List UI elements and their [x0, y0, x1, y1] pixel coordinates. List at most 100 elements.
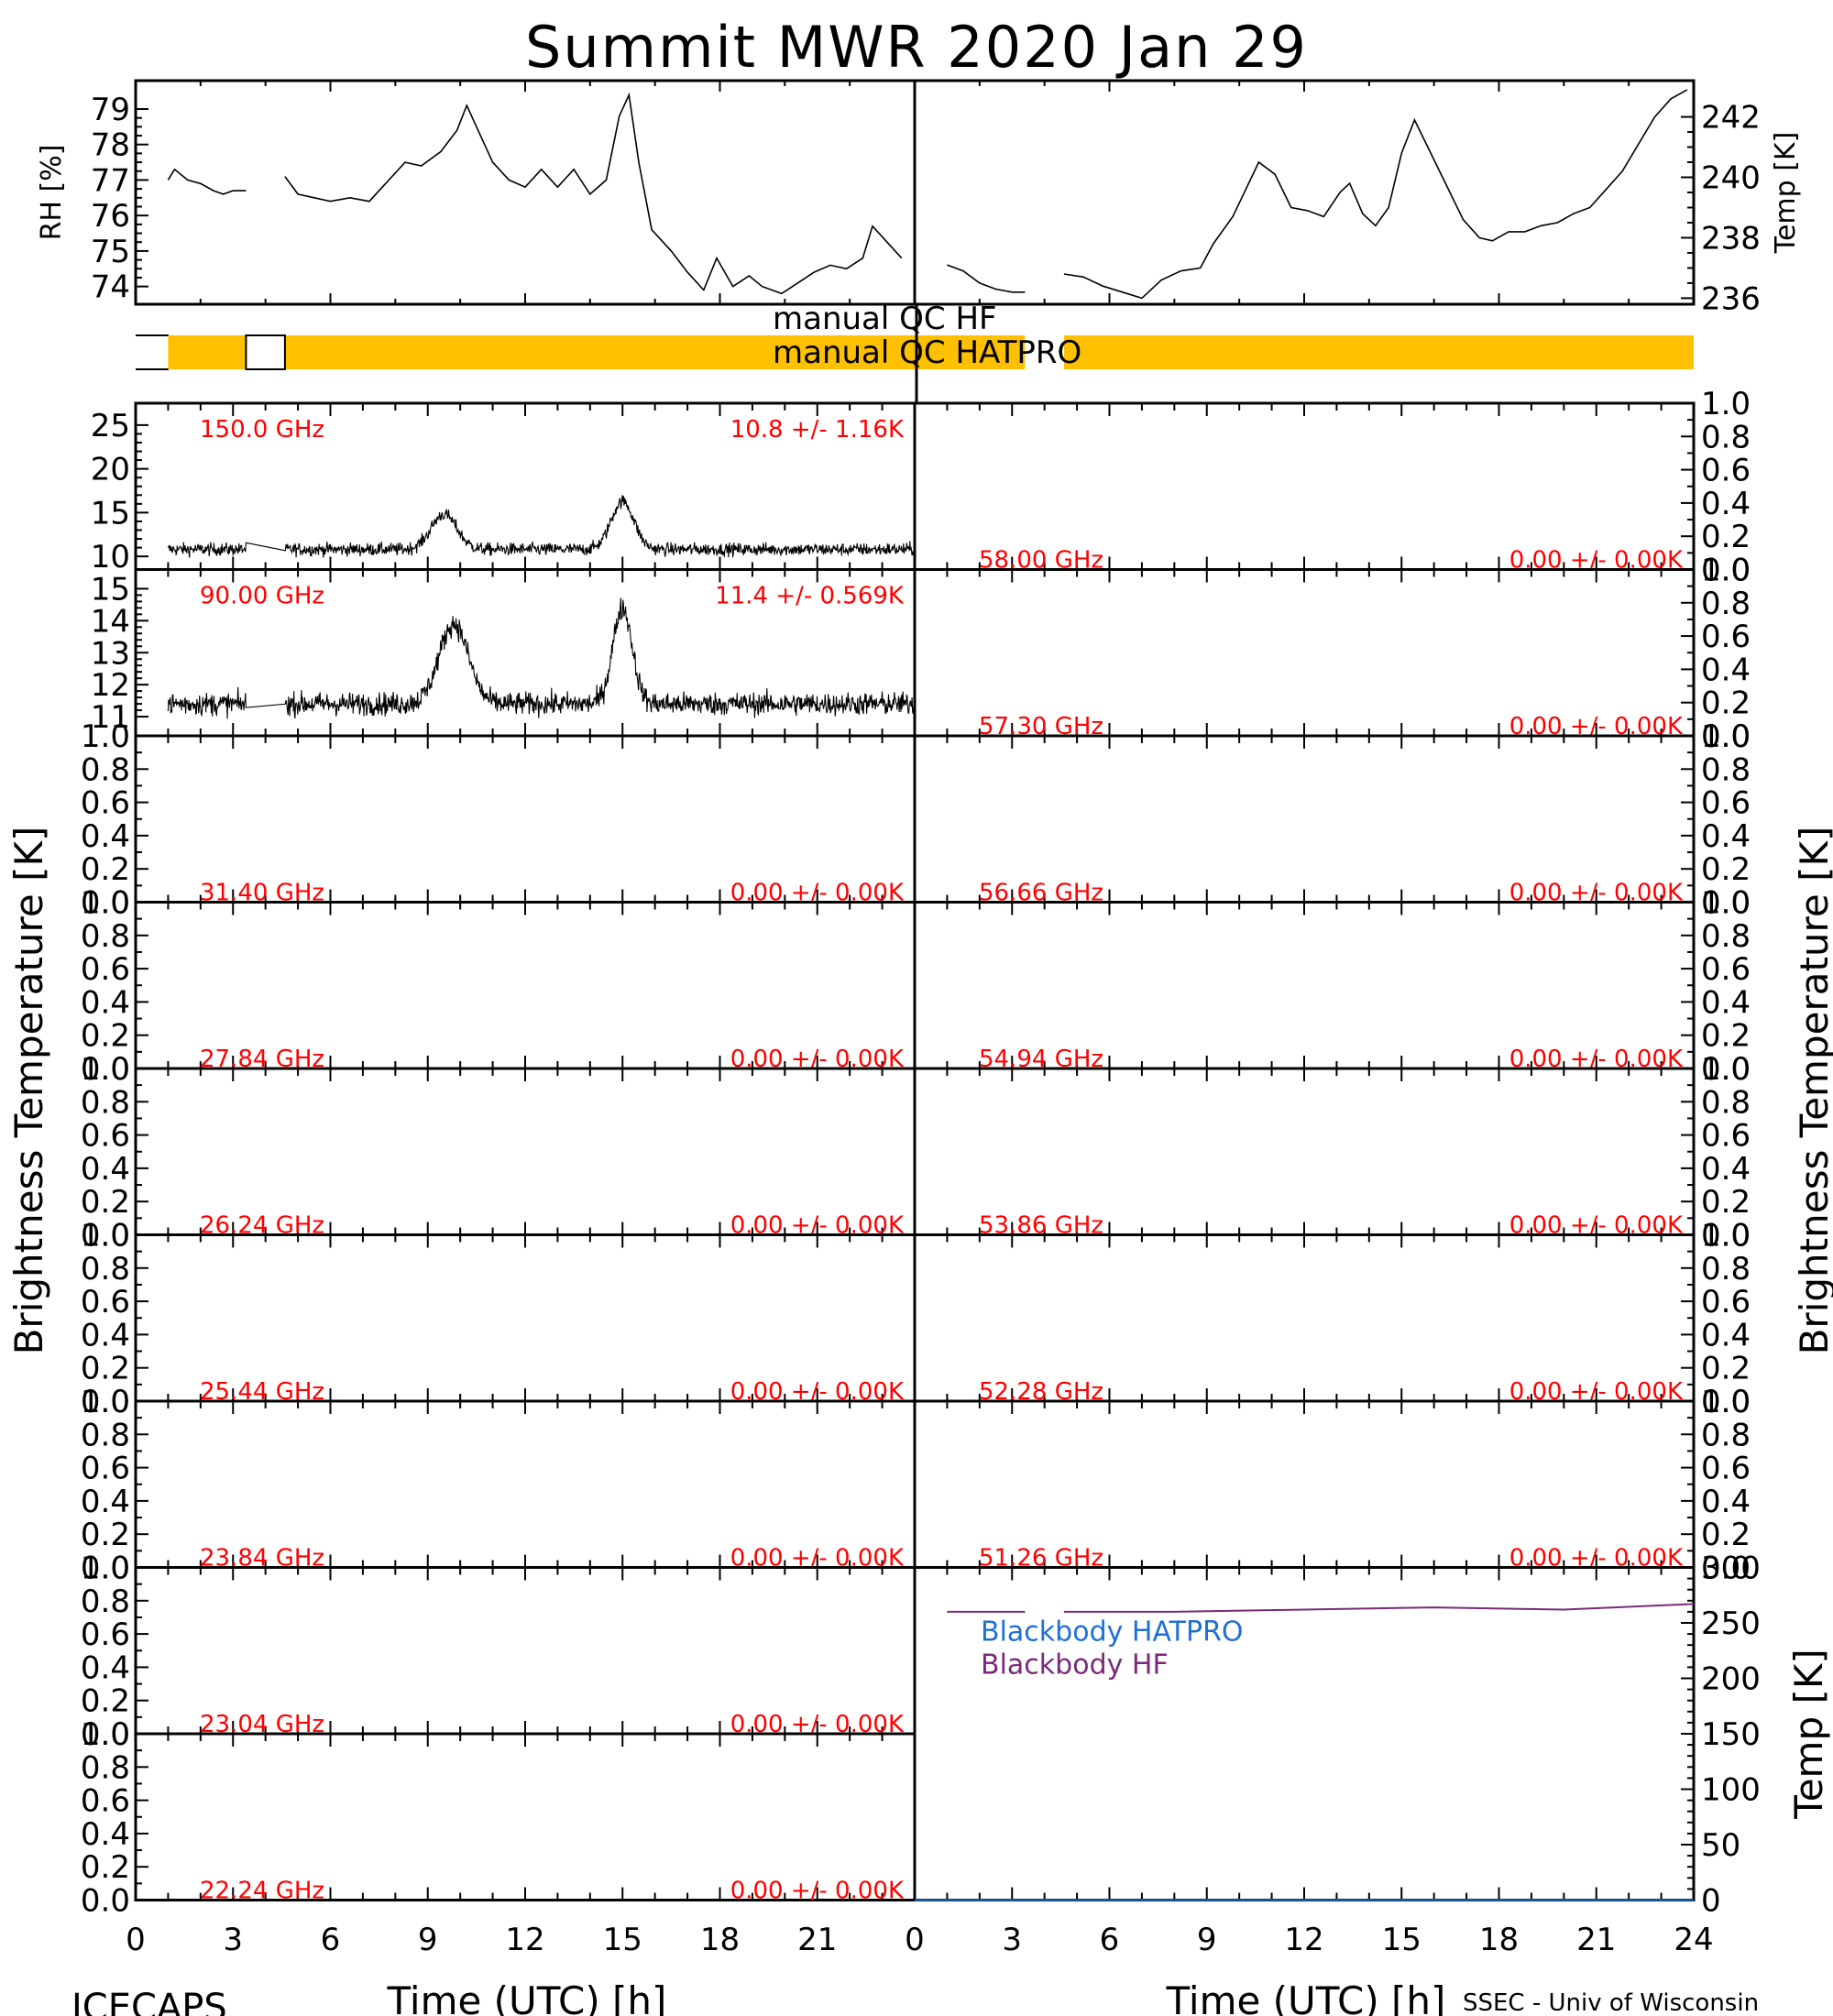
bt-right-3-ytick-label: 0.2: [1701, 851, 1751, 888]
bt-left-6-ytick-label: 0.2: [81, 1351, 130, 1387]
x-tick-label-left: 15: [603, 1922, 642, 1958]
figure-title: Summit MWR 2020 Jan 29: [525, 14, 1308, 81]
bt-right-1-panel-frame: [913, 401, 1696, 571]
bt-right-6-ytick-label: 1.0: [1701, 1218, 1751, 1255]
bt-left-1-ytick-label: 10: [91, 539, 130, 575]
bt-left-3-ytick-label: 0.8: [81, 751, 130, 788]
blackbody-ytick-label: 250: [1701, 1605, 1761, 1642]
bt-ylabel-right: Brightness Temperature [K]: [1792, 827, 1833, 1355]
x-tick-label-right: 18: [1479, 1922, 1519, 1958]
bt-left-9-freq-label: 22.24 GHz: [200, 1878, 324, 1905]
bt-right-3-ytick-label: 0.0: [1701, 885, 1751, 922]
bt-left-2-stat-label: 11.4 +/- 0.569K: [715, 583, 905, 610]
x-tick-label-left: 21: [797, 1922, 837, 1958]
bt-left-9-ytick-label: 0.8: [81, 1749, 130, 1786]
x-tick-label-left: 9: [418, 1922, 438, 1958]
rh-ytick-label: 74: [91, 269, 130, 306]
bt-left-2-ytick-label: 15: [91, 571, 130, 608]
bt-left-4-ytick-label: 1.0: [81, 885, 130, 922]
bt-ylabel-left: Brightness Temperature [K]: [6, 827, 51, 1355]
bt-right-3-ytick-label: 1.0: [1701, 718, 1751, 755]
bt-right-1-ytick-label: 0.6: [1701, 453, 1751, 489]
bt-right-7-ytick-label: 0.8: [1701, 1417, 1751, 1453]
bt-left-8-ytick-label: 0.8: [81, 1583, 130, 1620]
bt-right-4-ytick-label: 0.8: [1701, 918, 1751, 955]
qc-gap-box: [1025, 335, 1064, 369]
bt-left-8-ytick-label: 0.6: [81, 1616, 130, 1653]
bt-left-8-ytick-label: 0.0: [81, 1716, 130, 1753]
bt-left-5-ytick-label: 1.0: [81, 1051, 130, 1088]
bt-left-8-ytick-label: 0.2: [81, 1683, 130, 1720]
bt-left-4-ytick-label: 0.6: [81, 951, 130, 988]
bt-left-9-ytick-label: 0.0: [81, 1883, 130, 1920]
x-tick-label-right: 15: [1382, 1922, 1421, 1958]
qc-hatpro-segment: [284, 335, 916, 369]
bt-left-3-ytick-label: 0.0: [81, 885, 130, 922]
bt-right-5-ytick-label: 0.0: [1701, 1218, 1751, 1255]
x-tick-label-right: 12: [1284, 1922, 1323, 1958]
bt-right-1-ytick-label: 0.0: [1701, 553, 1751, 589]
bt-left-8-ytick-label: 1.0: [81, 1550, 130, 1587]
bt-right-3-ytick-label: 0.8: [1701, 751, 1751, 788]
bt-right-3-ytick-label: 0.6: [1701, 785, 1751, 822]
bt-left-8-ytick-label: 0.4: [81, 1649, 130, 1686]
bt-right-1-ytick-label: 0.2: [1701, 519, 1751, 555]
temp-ytick-label: 238: [1701, 220, 1761, 257]
blackbody-ytick-label: 200: [1701, 1661, 1761, 1698]
x-tick-label-left: 18: [700, 1922, 740, 1958]
bt-left-9-ytick-label: 1.0: [81, 1716, 130, 1753]
bt-left-6-ytick-label: 0.8: [81, 1251, 130, 1287]
rh-ytick-label: 79: [91, 92, 130, 128]
blackbody-legend-1: Blackbody HATPRO: [981, 1616, 1244, 1649]
blackbody-panel: 0 50 100 150 200 250 300 Temp [K] Blackbody HATP…: [913, 1550, 1831, 1920]
bt-left-9-panel-frame: [134, 1732, 916, 1901]
bt-left-9-ytick-label: 0.2: [81, 1849, 130, 1886]
blackbody-ylabel: Temp [K]: [1786, 1649, 1831, 1820]
bt-left-1-ytick-label: 20: [91, 452, 130, 488]
bt-right-4-ytick-label: 0.2: [1701, 1018, 1751, 1055]
footer-icecaps: ICECAPS: [71, 1987, 227, 2016]
bt-left-6-ytick-label: 0.0: [81, 1384, 130, 1420]
bt-left-6-panel-frame: [134, 1233, 916, 1403]
bt-right-3-ytick-label: 0.4: [1701, 818, 1751, 855]
bt-left-5-panel-frame: [134, 1067, 916, 1236]
bt-right-2-ytick-label: 0.6: [1701, 619, 1751, 655]
x-tick-label-left: 12: [505, 1922, 544, 1958]
axis-labels: Brightness Temperature [K] Brightness Te…: [6, 827, 1833, 2016]
bt-left-2-series-line: [167, 597, 916, 719]
bt-right-7-ytick-label: 0.0: [1701, 1550, 1751, 1587]
rh-ytick-label: 75: [91, 234, 130, 270]
bt-right-column: 0.00.20.40.60.81.058.00 GHz 0.00 +/- 0.00…: [913, 386, 1751, 1587]
bt-left-5-ytick-label: 0.0: [81, 1218, 130, 1255]
bt-right-7-ytick-label: 0.4: [1701, 1484, 1751, 1520]
bt-left-4-ytick-label: 0.4: [81, 984, 130, 1021]
x-tick-label-right: 9: [1197, 1922, 1217, 1958]
bt-right-6-ytick-label: 0.6: [1701, 1284, 1751, 1320]
temp-ytick-label: 242: [1701, 100, 1761, 137]
bt-left-6-ytick-label: 1.0: [81, 1218, 130, 1255]
temp-ytick-label: 236: [1701, 280, 1761, 317]
bt-left-3-panel-frame: [134, 734, 916, 904]
bt-left-2-freq-label: 90.00 GHz: [200, 583, 324, 610]
footer-ssec: SSEC - Univ of Wisconsin: [1463, 1989, 1759, 2016]
bt-left-2-ytick-label: 14: [91, 603, 130, 640]
bt-left-4-panel-frame: [134, 901, 916, 1070]
bt-right-1-ytick-label: 0.4: [1701, 486, 1751, 522]
bt-left-6-ytick-label: 0.6: [81, 1284, 130, 1320]
blackbody-series-2-line: [947, 1603, 1695, 1613]
x-tick-label-right: 3: [1002, 1922, 1022, 1958]
bt-right-5-ytick-label: 0.2: [1701, 1184, 1751, 1221]
bt-left-2-ytick-label: 13: [91, 635, 130, 672]
bt-left-1-freq-label: 150.0 GHz: [200, 416, 324, 444]
x-tick-label-left: 0: [126, 1922, 146, 1958]
bt-right-7-ytick-label: 0.6: [1701, 1451, 1751, 1487]
blackbody-legend-2: Blackbody HF: [981, 1649, 1169, 1682]
bt-left-7-ytick-label: 0.8: [81, 1417, 130, 1453]
bt-right-2-ytick-label: 1.0: [1701, 553, 1751, 589]
bt-left-3-ytick-label: 0.4: [81, 818, 130, 855]
bt-left-7-ytick-label: 0.4: [81, 1484, 130, 1520]
bt-left-4-ytick-label: 0.8: [81, 918, 130, 955]
bt-right-4-ytick-label: 0.0: [1701, 1051, 1751, 1088]
